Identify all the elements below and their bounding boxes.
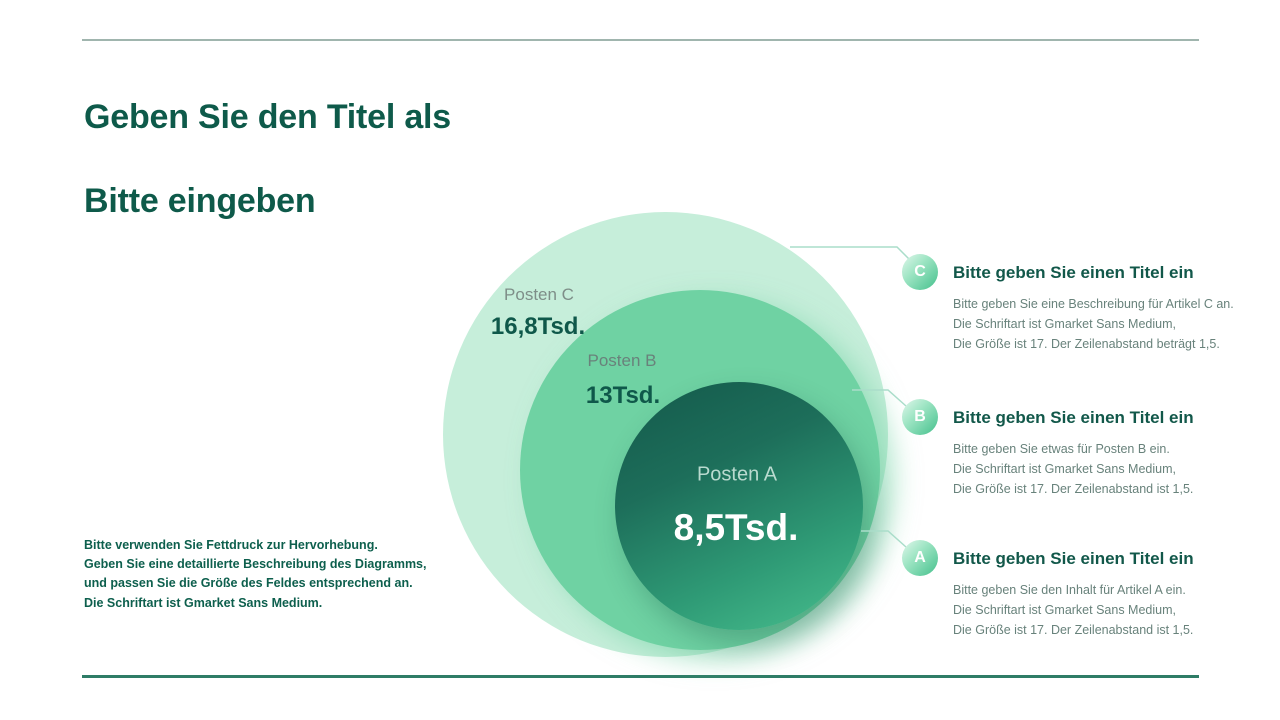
- annotation-a-title: Bitte geben Sie einen Titel ein: [953, 549, 1194, 568]
- page-title-line1: Geben Sie den Titel als: [84, 98, 452, 136]
- posten-a-label: Posten A: [696, 463, 778, 486]
- page-title-line2: Bitte eingeben: [84, 182, 316, 220]
- annotation-c-body: Bitte geben Sie eine Beschreibung für Ar…: [953, 294, 1234, 354]
- annotation-b-line: Die Schriftart ist Gmarket Sans Medium,: [953, 462, 1176, 476]
- posten-c-label: Posten C: [504, 285, 574, 304]
- annotation-b-body: Bitte geben Sie etwas für Posten B ein. …: [953, 439, 1213, 499]
- badge-b: B: [902, 399, 938, 435]
- annotation-b-line: Bitte geben Sie etwas für Posten B ein.: [953, 442, 1170, 456]
- footnote-line: Die Schriftart ist Gmarket Sans Medium.: [84, 595, 323, 610]
- annotation-a-line: Die Schriftart ist Gmarket Sans Medium,: [953, 603, 1176, 617]
- posten-c-value: 16,8Tsd.: [490, 313, 586, 340]
- footnote-line: Geben Sie eine detaillierte Beschreibung…: [84, 557, 427, 572]
- page-title: Geben Sie den Titel als Bitte eingeben: [84, 96, 451, 222]
- annotation-c-line: Die Größe ist 17. Der Zeilenabstand betr…: [953, 337, 1220, 351]
- badge-a: A: [902, 540, 938, 576]
- connector-line-c: [790, 246, 911, 261]
- circle-posten-a: [615, 382, 863, 630]
- posten-a-value: 8,5Tsd.: [673, 507, 799, 548]
- annotation-a-line: Bitte geben Sie den Inhalt für Artikel A…: [953, 583, 1186, 597]
- footnote-line: und passen Sie die Größe des Feldes ents…: [84, 576, 413, 591]
- badge-c: C: [902, 254, 938, 290]
- annotation-b-line: Die Größe ist 17. Der Zeilenabstand ist …: [953, 482, 1194, 496]
- footnote-text: Bitte verwenden Sie Fettdruck zur Hervor…: [84, 536, 426, 613]
- annotation-c-title: Bitte geben Sie einen Titel ein: [953, 263, 1194, 282]
- annotation-a-body: Bitte geben Sie den Inhalt für Artikel A…: [953, 580, 1213, 640]
- annotation-c-line: Bitte geben Sie eine Beschreibung für Ar…: [953, 297, 1234, 311]
- posten-b-value: 13Tsd.: [585, 382, 661, 409]
- posten-b-label: Posten B: [587, 351, 657, 370]
- annotation-c-line: Die Schriftart ist Gmarket Sans Medium,: [953, 317, 1176, 331]
- annotation-a-line: Die Größe ist 17. Der Zeilenabstand ist …: [953, 623, 1194, 637]
- top-divider-line: [82, 39, 1199, 41]
- footnote-line: Bitte verwenden Sie Fettdruck zur Hervor…: [84, 538, 378, 552]
- annotation-b-title: Bitte geben Sie einen Titel ein: [953, 408, 1194, 427]
- bottom-divider-line: [82, 675, 1199, 678]
